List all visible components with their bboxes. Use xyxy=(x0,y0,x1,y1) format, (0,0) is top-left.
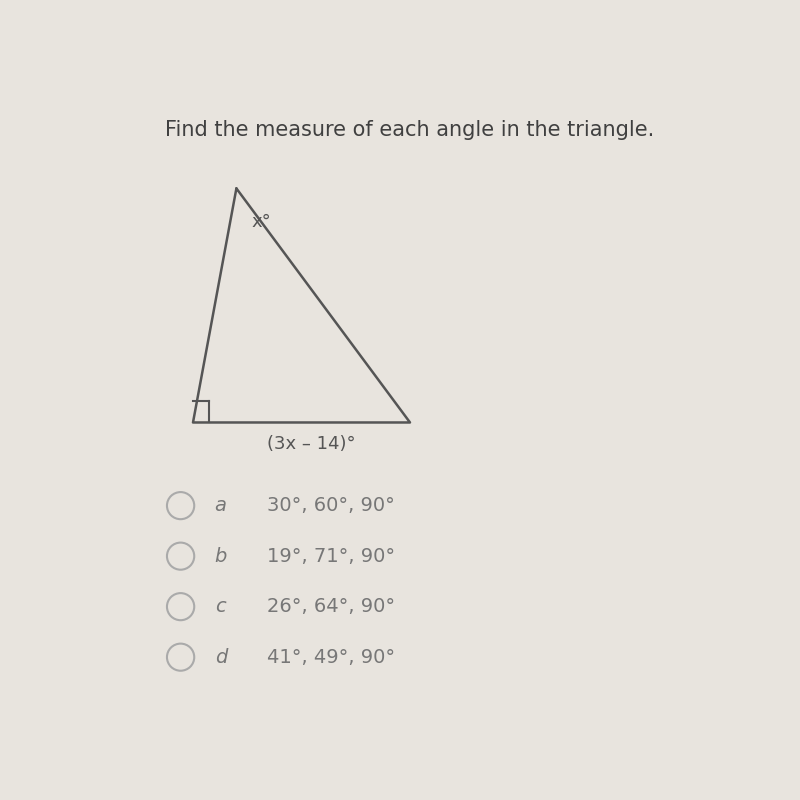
Text: c: c xyxy=(214,597,226,616)
Text: x°: x° xyxy=(252,214,272,231)
Text: Find the measure of each angle in the triangle.: Find the measure of each angle in the tr… xyxy=(166,120,654,140)
Text: d: d xyxy=(214,648,227,666)
Text: a: a xyxy=(214,496,226,515)
Text: b: b xyxy=(214,546,227,566)
Text: 41°, 49°, 90°: 41°, 49°, 90° xyxy=(267,648,395,666)
Text: (3x – 14)°: (3x – 14)° xyxy=(267,435,356,453)
Text: 30°, 60°, 90°: 30°, 60°, 90° xyxy=(267,496,395,515)
Text: 26°, 64°, 90°: 26°, 64°, 90° xyxy=(267,597,395,616)
Text: 19°, 71°, 90°: 19°, 71°, 90° xyxy=(267,546,395,566)
